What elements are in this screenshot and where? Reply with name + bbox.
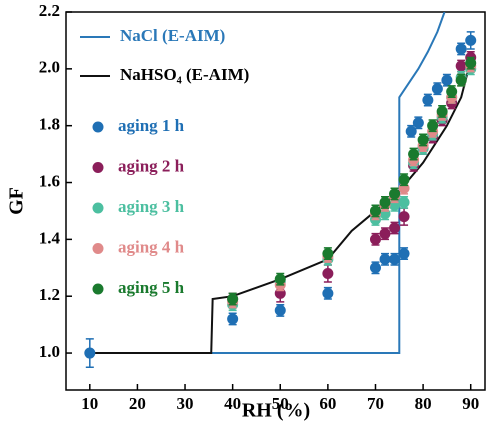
- x-tick-label: 20: [129, 394, 146, 413]
- data-point: [274, 304, 286, 316]
- data-point: [84, 347, 96, 359]
- data-point: [227, 313, 239, 325]
- y-tick-label: 2.2: [39, 1, 60, 20]
- data-point: [408, 148, 420, 160]
- x-tick-label: 90: [462, 394, 479, 413]
- data-point: [455, 74, 467, 86]
- data-point: [431, 83, 443, 95]
- data-point: [369, 233, 381, 245]
- y-tick-label: 1.8: [39, 115, 60, 134]
- legend-label: aging 5 h: [118, 278, 185, 297]
- data-point: [465, 34, 477, 46]
- data-point: [465, 57, 477, 69]
- data-point: [455, 43, 467, 55]
- data-point: [422, 94, 434, 106]
- data-point: [412, 117, 424, 129]
- legend-label: aging 3 h: [118, 197, 185, 216]
- data-point: [369, 262, 381, 274]
- y-axis-label: GF: [6, 187, 28, 215]
- plot-frame: [65, 11, 486, 391]
- y-tick-label: 2.0: [39, 58, 60, 77]
- y-tick-label: 1.0: [39, 342, 60, 361]
- x-tick-label: 30: [177, 394, 194, 413]
- data-point: [398, 174, 410, 186]
- data-point: [389, 222, 401, 234]
- legend-swatch: [92, 283, 104, 295]
- data-point: [455, 60, 467, 72]
- x-tick-label: 40: [224, 394, 241, 413]
- legend-label: aging 1 h: [118, 116, 185, 135]
- data-point: [398, 248, 410, 260]
- data-point: [379, 196, 391, 208]
- x-tick-label: 80: [415, 394, 432, 413]
- x-tick-label: 60: [319, 394, 336, 413]
- data-point: [369, 205, 381, 217]
- data-point: [389, 253, 401, 265]
- data-point: [322, 267, 334, 279]
- x-axis-label: RH (%): [242, 400, 310, 422]
- data-point: [322, 287, 334, 299]
- data-point: [389, 188, 401, 200]
- legend-swatch: [92, 243, 104, 254]
- y-tick-label: 1.2: [39, 285, 60, 304]
- data-point: [379, 253, 391, 265]
- legend-label: aging 4 h: [118, 237, 185, 256]
- legend-label: aging 2 h: [118, 156, 185, 175]
- legend-label: NaCl (E-AIM): [120, 26, 225, 45]
- model-line: [89, 12, 446, 355]
- x-tick-label: 10: [81, 394, 98, 413]
- data-point: [446, 86, 458, 98]
- data-point: [441, 74, 453, 86]
- data-point: [398, 211, 410, 223]
- legend-swatch: [92, 162, 104, 173]
- data-point: [322, 248, 334, 260]
- legend-swatch: [92, 202, 104, 214]
- x-tick-label: 50: [272, 394, 289, 413]
- legend-swatch: [92, 121, 104, 133]
- legend-label: NaHSO₄ (E-AIM): [120, 65, 249, 84]
- data-point: [227, 293, 239, 305]
- y-tick-label: 1.4: [39, 228, 61, 247]
- data-point: [427, 120, 439, 132]
- y-tick-label: 1.6: [39, 171, 60, 190]
- data-point: [379, 228, 391, 240]
- x-tick-label: 70: [367, 394, 384, 413]
- data-point: [274, 273, 286, 285]
- model-line: [89, 60, 472, 355]
- data-point: [398, 196, 410, 208]
- data-point: [417, 134, 429, 146]
- data-point: [405, 125, 417, 137]
- data-point: [436, 105, 448, 117]
